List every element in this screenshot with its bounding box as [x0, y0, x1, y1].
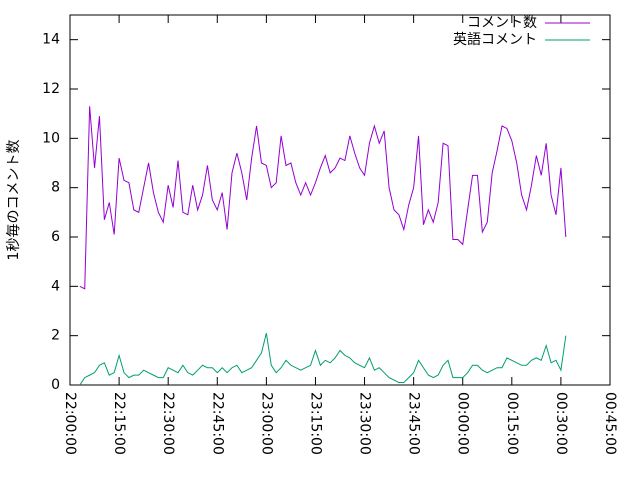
y-tick-label: 2	[51, 328, 60, 344]
x-tick-label: 00:15:00	[504, 392, 520, 455]
x-tick-label: 22:45:00	[209, 392, 225, 455]
x-tick-label: 00:00:00	[455, 392, 471, 455]
x-tick-label: 00:30:00	[553, 392, 569, 455]
plot-border	[69, 14, 611, 386]
y-tick-label: 14	[42, 32, 60, 48]
x-tick-label: 23:00:00	[258, 392, 274, 455]
y-tick-label: 6	[51, 229, 60, 245]
y-tick-label: 8	[51, 180, 60, 196]
x-tick-label: 00:45:00	[602, 392, 618, 455]
x-tick-label: 22:30:00	[160, 392, 176, 455]
x-tick-label: 23:30:00	[357, 392, 373, 455]
y-tick-label: 10	[42, 130, 60, 146]
legend-label: コメント数	[467, 15, 537, 31]
y-axis-label: 1秒毎のコメント数	[6, 140, 22, 261]
x-tick-label: 22:00:00	[62, 392, 78, 455]
legend-label: 英語コメント	[453, 31, 537, 48]
x-tick-label: 23:45:00	[406, 392, 422, 455]
x-tick-label: 23:15:00	[307, 392, 323, 455]
y-tick-label: 4	[51, 278, 60, 294]
series-line	[79, 333, 567, 386]
y-tick-label: 0	[51, 377, 60, 393]
y-tick-label: 12	[42, 81, 60, 97]
series-line	[79, 106, 567, 290]
x-tick-label: 22:15:00	[111, 392, 127, 455]
